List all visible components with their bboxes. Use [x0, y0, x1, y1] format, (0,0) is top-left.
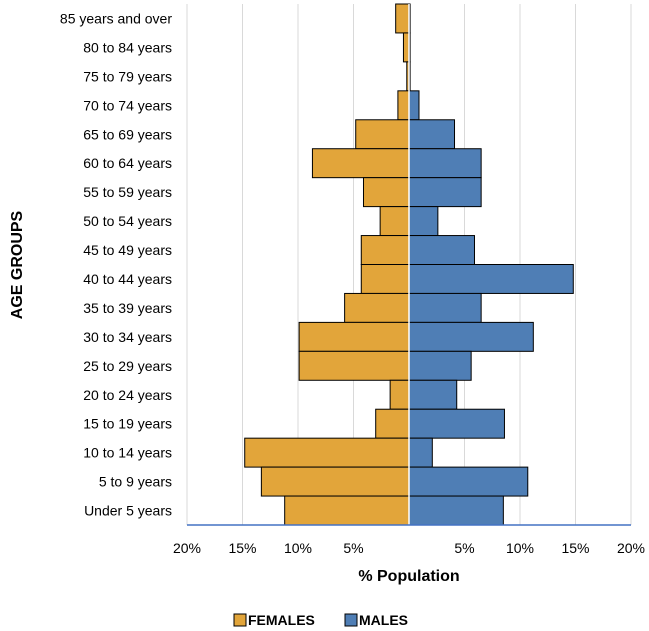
category-label: 55 to 59 years: [83, 184, 172, 200]
category-label: 80 to 84 years: [83, 39, 172, 55]
x-tick-labels: 20% 15% 10% 5% 5% 10% 15% 20%: [173, 540, 645, 556]
x-tick-label: 15%: [228, 540, 256, 556]
x-tick-label: 5%: [454, 540, 474, 556]
bars: [244, 3, 574, 526]
bar-females: [397, 90, 410, 121]
category-label: 75 to 79 years: [83, 68, 172, 84]
category-label: 70 to 74 years: [83, 97, 172, 113]
bar-males: [408, 292, 482, 323]
bar-males: [408, 466, 529, 497]
bar-males: [408, 119, 456, 150]
category-label: 60 to 64 years: [83, 155, 172, 171]
bar-males: [408, 379, 458, 410]
bar-females: [402, 32, 410, 63]
bar-females: [395, 3, 410, 34]
category-label: 50 to 54 years: [83, 213, 172, 229]
bar-females: [298, 321, 410, 352]
x-tick-label: 20%: [173, 540, 201, 556]
bar-males: [408, 148, 482, 179]
bar-males: [408, 321, 534, 352]
bar-females: [360, 264, 410, 294]
bar-females: [260, 466, 410, 497]
bar-males: [408, 177, 482, 208]
bar-females: [379, 206, 410, 237]
category-label: 20 to 24 years: [83, 387, 172, 403]
category-label: 25 to 29 years: [83, 358, 172, 374]
bar-females: [355, 119, 410, 150]
legend-label: FEMALES: [248, 612, 315, 628]
bar-males: [408, 495, 504, 526]
bar-males: [408, 437, 433, 468]
bar-females: [311, 148, 410, 179]
bar-females: [344, 292, 410, 323]
category-label: 65 to 69 years: [83, 126, 172, 142]
bar-males: [408, 264, 574, 294]
bar-males: [408, 90, 420, 121]
category-label: 10 to 14 years: [83, 445, 172, 461]
category-label: 35 to 39 years: [83, 300, 172, 316]
y-axis-title: AGE GROUPS: [9, 210, 26, 319]
bar-females: [389, 379, 410, 410]
bar-males: [408, 235, 475, 266]
x-tick-label: 10%: [506, 540, 534, 556]
category-label: 15 to 19 years: [83, 416, 172, 432]
bar-females: [244, 437, 410, 468]
category-label: 85 years and over: [60, 10, 172, 26]
category-label: 5 to 9 years: [99, 474, 172, 490]
category-label: 40 to 44 years: [83, 271, 172, 287]
bar-females: [284, 495, 410, 526]
legend: FEMALES MALES: [233, 612, 408, 628]
bar-males: [408, 206, 439, 237]
category-label: 30 to 34 years: [83, 329, 172, 345]
x-tick-label: 20%: [617, 540, 645, 556]
legend-swatch: [344, 613, 358, 627]
x-axis-title: % Population: [358, 568, 459, 585]
x-tick-label: 5%: [343, 540, 363, 556]
category-label: 45 to 49 years: [83, 242, 172, 258]
bar-females: [362, 177, 410, 208]
x-tick-label: 10%: [284, 540, 312, 556]
bar-females: [298, 350, 410, 381]
bar-females: [360, 235, 410, 266]
bar-males: [408, 350, 472, 381]
legend-swatch: [233, 613, 247, 627]
x-tick-label: 15%: [561, 540, 589, 556]
legend-label: MALES: [359, 612, 408, 628]
bar-males: [408, 408, 505, 439]
category-labels: 85 years and over 80 to 84 years 75 to 79 …: [60, 10, 172, 518]
category-label: Under 5 years: [84, 503, 172, 519]
bar-females: [375, 408, 410, 439]
